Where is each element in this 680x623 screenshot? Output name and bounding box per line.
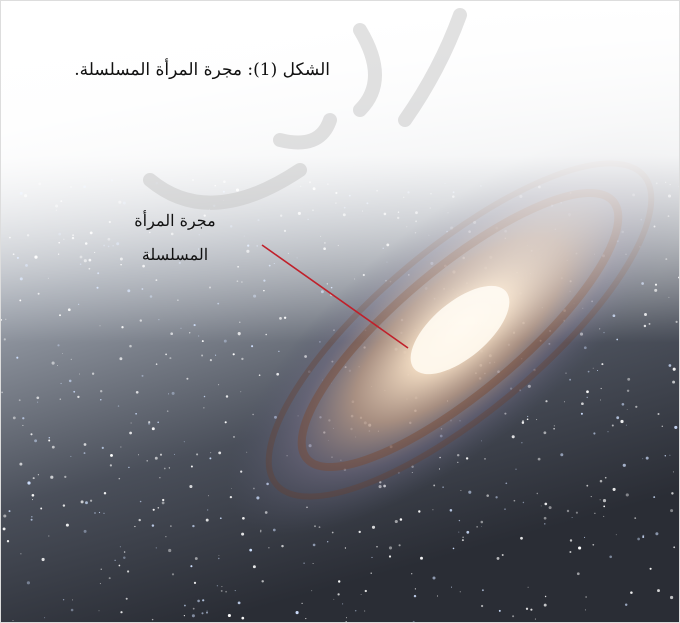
label-line: المسلسلة (110, 238, 240, 272)
figure-page: الشكل (1): مجرة المرأة المسلسلة. مجرة ال… (0, 0, 680, 623)
label-line: مجرة المرأة (110, 204, 240, 238)
fade (0, 0, 680, 623)
galaxy-image (0, 0, 680, 623)
caption: الشكل (1): مجرة المرأة المسلسلة. (30, 60, 330, 80)
galaxy-label: مجرة المرأة المسلسلة (110, 204, 240, 272)
